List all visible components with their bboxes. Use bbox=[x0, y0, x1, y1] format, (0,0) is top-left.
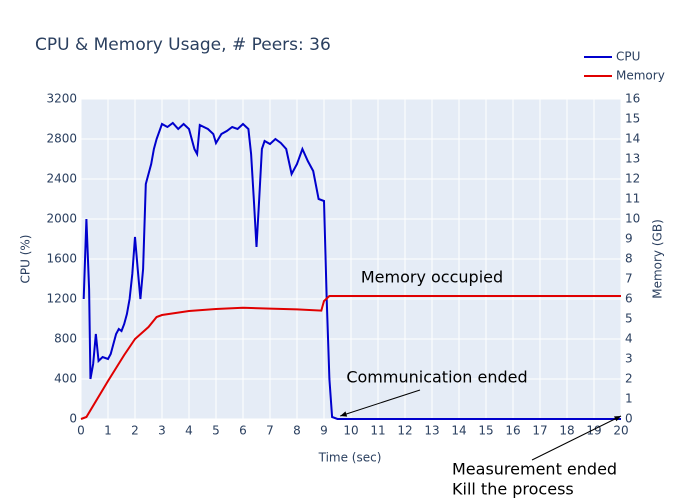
x-tick-label: 0 bbox=[77, 424, 85, 438]
annotation: Measurement ended bbox=[452, 460, 617, 479]
y-tick-label: 400 bbox=[54, 372, 77, 386]
chart-title: CPU & Memory Usage, # Peers: 36 bbox=[35, 35, 331, 55]
annotation-arrowhead bbox=[340, 411, 348, 417]
x-tick-label: 12 bbox=[397, 424, 412, 438]
y2-tick-label: 9 bbox=[625, 232, 633, 246]
x-tick-label: 1 bbox=[104, 424, 112, 438]
annotation: Memory occupied bbox=[361, 268, 503, 287]
x-tick-label: 15 bbox=[478, 424, 493, 438]
y2-tick-label: 14 bbox=[625, 132, 640, 146]
x-tick-label: 3 bbox=[158, 424, 166, 438]
y2-tick-label: 1 bbox=[625, 392, 633, 406]
y-tick-label: 2000 bbox=[46, 212, 77, 226]
x-tick-label: 2 bbox=[131, 424, 139, 438]
x-tick-label: 6 bbox=[239, 424, 247, 438]
y2-tick-label: 6 bbox=[625, 292, 633, 306]
x-tick-label: 19 bbox=[586, 424, 601, 438]
x-tick-label: 5 bbox=[212, 424, 220, 438]
legend-label: CPU bbox=[616, 50, 640, 64]
series-line bbox=[80, 295, 621, 420]
x-tick-label: 20 bbox=[613, 424, 628, 438]
x-tick-label: 4 bbox=[185, 424, 193, 438]
x-tick-label: 13 bbox=[424, 424, 439, 438]
x-tick-label: 7 bbox=[266, 424, 274, 438]
y2-tick-label: 10 bbox=[625, 212, 640, 226]
y-tick-label: 1200 bbox=[46, 292, 77, 306]
y2-tick-label: 15 bbox=[625, 112, 640, 126]
x-tick-label: 10 bbox=[343, 424, 358, 438]
x-tick-label: 8 bbox=[293, 424, 301, 438]
y-axis-label: CPU (%) bbox=[19, 235, 33, 284]
x-axis-label: Time (sec) bbox=[318, 451, 382, 465]
series-line bbox=[82, 121, 621, 420]
y2-tick-label: 16 bbox=[625, 92, 640, 106]
x-tick-label: 14 bbox=[451, 424, 466, 438]
annotation: Communication ended bbox=[346, 368, 527, 387]
x-tick-label: 17 bbox=[532, 424, 547, 438]
y2-tick-label: 5 bbox=[625, 312, 633, 326]
y2-axis-label: Memory (GB) bbox=[651, 219, 665, 299]
y2-tick-label: 2 bbox=[625, 372, 633, 386]
y2-tick-label: 7 bbox=[625, 272, 633, 286]
y-tick-label: 800 bbox=[54, 332, 77, 346]
y-tick-label: 2800 bbox=[46, 132, 77, 146]
annotation-arrow bbox=[340, 389, 421, 417]
y-tick-label: 3200 bbox=[46, 92, 77, 106]
annotation-arrow bbox=[531, 415, 622, 461]
annotation: Kill the process bbox=[452, 480, 574, 499]
x-tick-label: 16 bbox=[505, 424, 520, 438]
x-tick-label: 18 bbox=[559, 424, 574, 438]
x-tick-label: 9 bbox=[320, 424, 328, 438]
legend-label: Memory bbox=[616, 69, 665, 83]
y-tick-label: 2400 bbox=[46, 172, 77, 186]
y2-tick-label: 12 bbox=[625, 172, 640, 186]
y2-tick-label: 8 bbox=[625, 252, 633, 266]
y-tick-label: 0 bbox=[69, 412, 77, 426]
y2-tick-label: 3 bbox=[625, 352, 633, 366]
y2-tick-label: 0 bbox=[625, 412, 633, 426]
x-tick-label: 11 bbox=[370, 424, 385, 438]
y-tick-label: 1600 bbox=[46, 252, 77, 266]
y2-tick-label: 13 bbox=[625, 152, 640, 166]
annotation-arrowhead bbox=[614, 416, 621, 422]
y2-tick-label: 4 bbox=[625, 332, 633, 346]
y2-tick-label: 11 bbox=[625, 192, 640, 206]
